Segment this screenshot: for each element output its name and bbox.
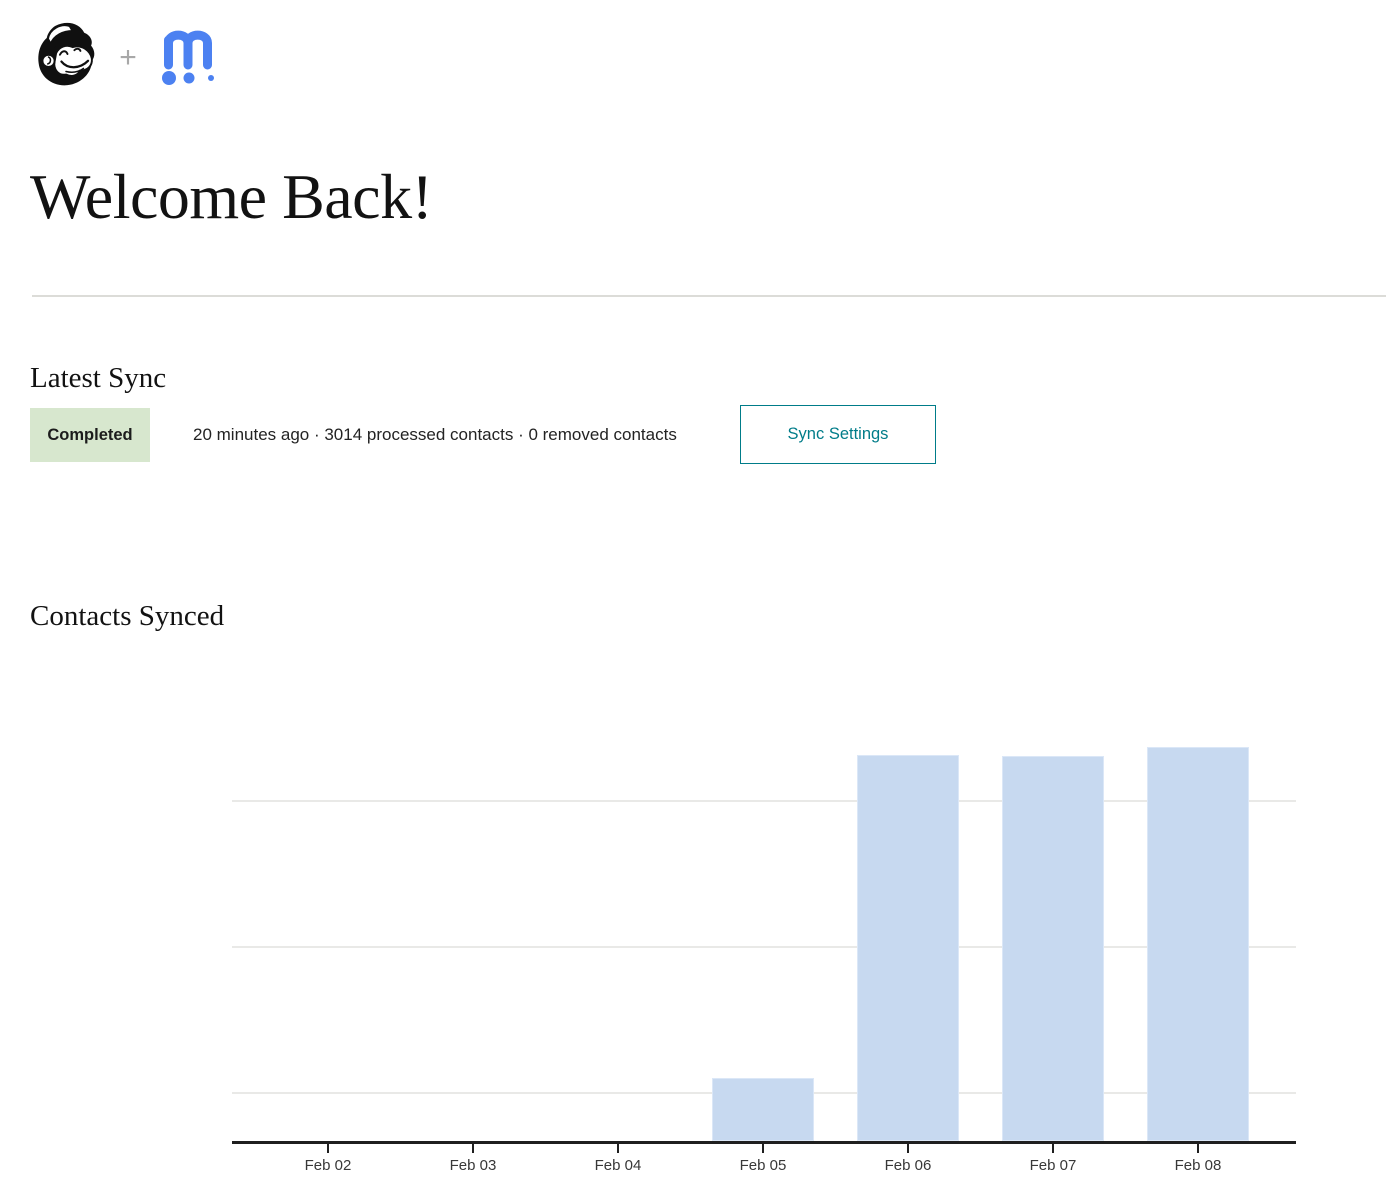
x-axis-label-feb-07: Feb 07 [1029,1157,1077,1174]
x-axis-tick-feb-07 [1052,1144,1054,1153]
m-logo-dot-medium [183,72,195,84]
x-axis-tick-feb-06 [907,1144,909,1153]
x-axis-label-feb-06: Feb 06 [884,1157,932,1174]
page-title: Welcome Back! [30,161,433,232]
x-axis-tick-feb-03 [472,1144,474,1153]
chart-bar-feb-05 [712,1078,814,1141]
chart-bar-feb-06 [857,755,959,1141]
latest-sync-heading: Latest Sync [30,362,167,394]
sync-status-badge: Completed [30,408,150,462]
sync-settings-button[interactable]: Sync Settings [740,405,936,464]
m-logo-dot-small [208,75,214,81]
x-axis-tick-feb-05 [762,1144,764,1153]
x-axis-tick-feb-08 [1197,1144,1199,1153]
contacts-synced-heading: Contacts Synced [30,600,225,632]
section-divider [32,295,1386,297]
header: + [0,0,1386,130]
chart-bar-feb-07 [1002,756,1104,1141]
x-axis-label-feb-08: Feb 08 [1174,1157,1222,1174]
x-axis-tick-feb-02 [327,1144,329,1153]
contacts-synced-chart: Feb 02 Feb 03 Feb 04 Feb 05 Feb 06 Feb 07 Feb … [0,640,1386,1186]
x-axis-label-feb-05: Feb 05 [739,1157,787,1174]
chart-bar-feb-08 [1147,747,1249,1141]
m-app-logo [162,30,214,85]
chart-x-axis [232,1141,1296,1144]
sync-summary-text: 20 minutes ago · 3014 processed contacts… [193,425,677,444]
x-axis-label-feb-03: Feb 03 [449,1157,497,1174]
plus-separator: + [119,41,137,74]
m-logo-dot-large [162,71,176,85]
mailchimp-logo [38,22,95,86]
x-axis-tick-feb-04 [617,1144,619,1153]
x-axis-label-feb-04: Feb 04 [594,1157,642,1174]
x-axis-label-feb-02: Feb 02 [304,1157,352,1174]
chart-gridline [232,800,1296,802]
chart-gridline [232,946,1296,948]
